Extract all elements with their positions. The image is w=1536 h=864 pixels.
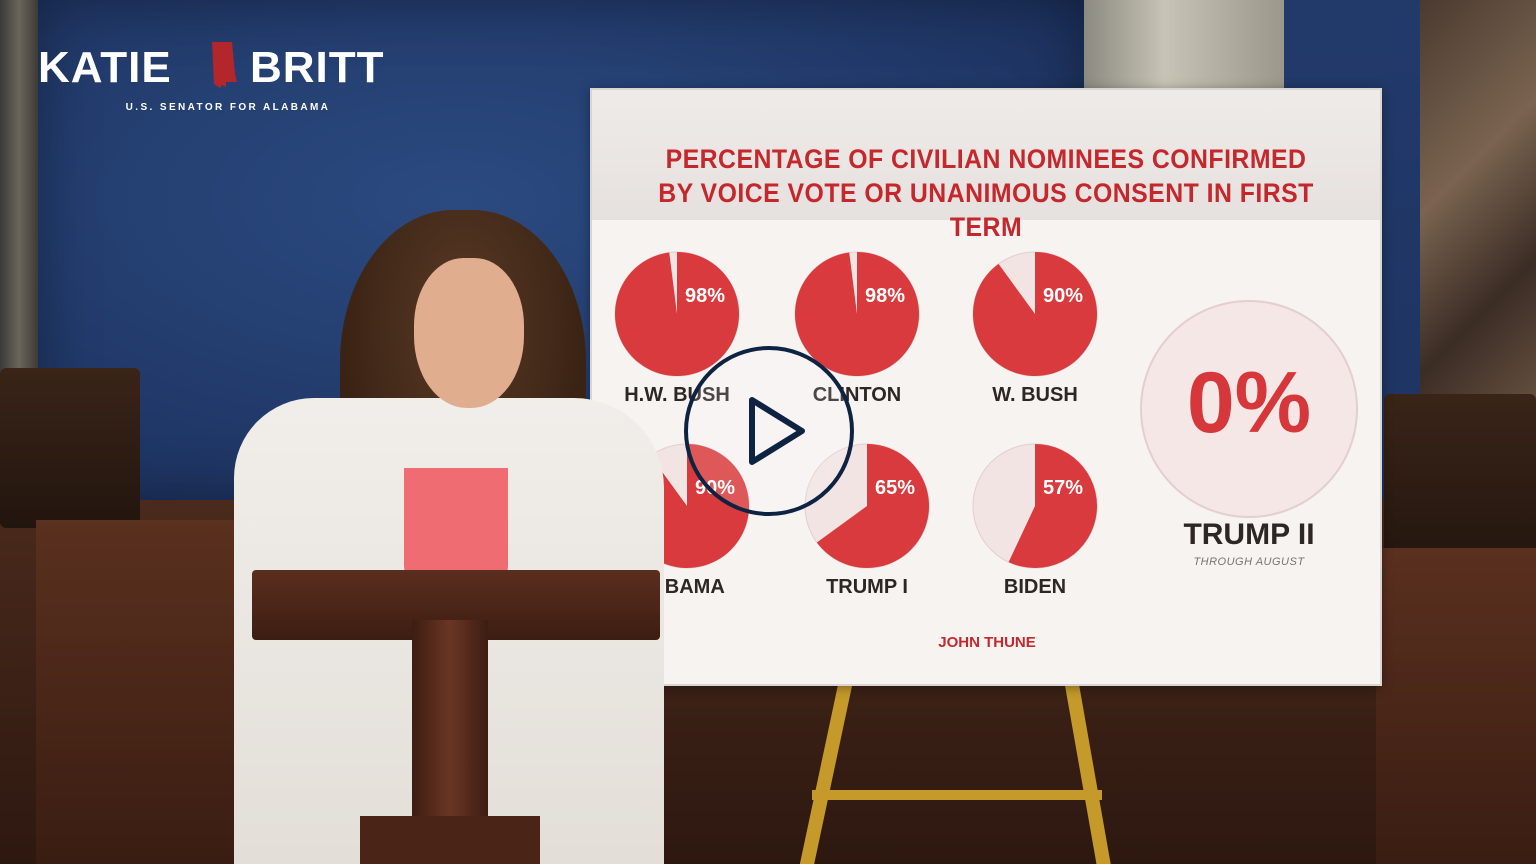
board-header (592, 90, 1380, 220)
speaker-top (404, 468, 508, 586)
pie-label: W. BUSH (992, 384, 1078, 406)
easel-crossbar (812, 790, 1102, 800)
pie-chart: 98% (614, 251, 740, 377)
play-icon (749, 397, 805, 465)
brand-logo: KATIE BRITT U.S. SENATOR FOR ALABAMA (38, 40, 418, 120)
right-chair (1384, 394, 1536, 574)
pie-slice (615, 252, 740, 376)
pie-percent-label: 57% (1043, 477, 1083, 499)
board-title-line1: PERCENTAGE OF CIVILIAN NOMINEES CONFIRME… (665, 144, 1307, 174)
pie-percent-label: 90% (1043, 285, 1083, 307)
play-button[interactable] (684, 346, 854, 516)
pie-slice (795, 252, 920, 376)
pie-chart-item: 98% CLINTON (792, 250, 922, 407)
pie-percent-label: 98% (865, 285, 905, 307)
right-desk (1376, 548, 1536, 864)
pie-slice (973, 252, 1098, 376)
board-title-line2: BY VOICE VOTE OR UNANIMOUS CONSENT IN FI… (658, 178, 1314, 242)
marble-column (1420, 0, 1536, 420)
board-title: PERCENTAGE OF CIVILIAN NOMINEES CONFIRME… (624, 142, 1349, 244)
pie-label: BIDEN (1003, 576, 1067, 598)
speaker-face (414, 258, 524, 408)
highlight-label: TRUMP II (1183, 518, 1315, 551)
left-desk (36, 520, 266, 864)
board-footer-logo: JOHN THUNE (912, 634, 1062, 651)
pie-chart: 98% (794, 251, 920, 377)
pie-chart-item: 57% BIDEN (970, 442, 1100, 599)
left-chair (0, 368, 140, 528)
highlight-percent: 0% (1186, 355, 1312, 451)
highlight-note: THROUGH AUGUST (1193, 556, 1305, 568)
brand-subtitle: U.S. SENATOR FOR ALABAMA (125, 102, 331, 113)
podium-base (360, 816, 540, 864)
pie-percent-label: 98% (685, 285, 725, 307)
pie-percent-label: 65% (875, 477, 915, 499)
pie-label: TRUMP I (826, 576, 908, 598)
pie-label: OBAMA (649, 576, 725, 598)
pie-chart: 57% (972, 443, 1098, 569)
highlight-circle (1140, 300, 1358, 518)
footer-logo-text: JOHN THUNE (938, 634, 1036, 651)
brand-name: KATIE BRITT (38, 40, 418, 96)
pie-chart-item: 90% W. BUSH (970, 250, 1100, 407)
pie-chart: 90% (972, 251, 1098, 377)
alabama-state-icon (212, 42, 237, 88)
brand-last-name: BRITT (250, 43, 385, 92)
pie-slice (1008, 444, 1097, 568)
brand-first-name: KATIE (38, 43, 172, 92)
pie-chart-item: 98% H.W. BUSH (612, 250, 742, 407)
pie-slice (816, 444, 930, 568)
